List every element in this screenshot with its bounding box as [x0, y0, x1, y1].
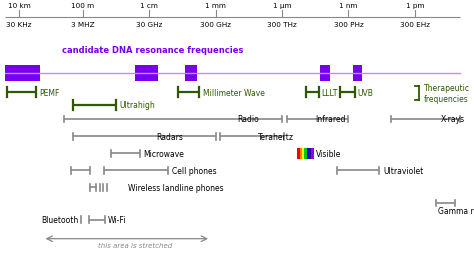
- Bar: [300, 148, 302, 160]
- Text: Radars: Radars: [156, 132, 183, 141]
- Text: Gamma rays: Gamma rays: [438, 206, 474, 215]
- Text: 300 GHz: 300 GHz: [200, 22, 231, 28]
- Text: 30 GHz: 30 GHz: [136, 22, 163, 28]
- Bar: [309, 148, 311, 160]
- Text: UVB: UVB: [358, 88, 374, 97]
- Text: Wireless landline phones: Wireless landline phones: [128, 183, 224, 192]
- Text: this area is stretched: this area is stretched: [98, 242, 172, 248]
- Bar: [302, 148, 304, 160]
- Text: 1 pm: 1 pm: [405, 3, 424, 9]
- Bar: [307, 148, 309, 160]
- Text: 300 THz: 300 THz: [267, 22, 297, 28]
- Text: Terahertz: Terahertz: [258, 132, 294, 141]
- Text: 1 mm: 1 mm: [205, 3, 226, 9]
- Text: Wi-Fi: Wi-Fi: [108, 215, 127, 224]
- Bar: [185, 65, 197, 82]
- Text: Bluetooth: Bluetooth: [42, 215, 79, 224]
- Text: 300 EHz: 300 EHz: [400, 22, 430, 28]
- Text: Therapeutic
frequencies: Therapeutic frequencies: [424, 84, 470, 103]
- Text: 3 MHZ: 3 MHZ: [71, 22, 95, 28]
- Bar: [311, 148, 314, 160]
- Text: 1 μm: 1 μm: [273, 3, 292, 9]
- Text: Ultrahigh: Ultrahigh: [119, 101, 155, 110]
- Text: Millimeter Wave: Millimeter Wave: [203, 88, 265, 97]
- Text: Radio: Radio: [237, 115, 259, 124]
- Text: 300 PHz: 300 PHz: [334, 22, 363, 28]
- Text: Infrared: Infrared: [315, 115, 346, 124]
- Bar: [353, 65, 362, 82]
- Text: candidate DNA resonance frequencies: candidate DNA resonance frequencies: [62, 46, 243, 55]
- Text: PEMF: PEMF: [39, 88, 59, 97]
- Bar: [320, 65, 330, 82]
- Bar: [5, 65, 40, 82]
- Text: Visible: Visible: [316, 149, 341, 158]
- Text: Microwave: Microwave: [143, 149, 184, 158]
- Bar: [135, 65, 158, 82]
- Text: 100 m: 100 m: [72, 3, 94, 9]
- Text: Cell phones: Cell phones: [172, 166, 216, 175]
- Text: X-rays: X-rays: [441, 115, 465, 124]
- Text: LLLT: LLLT: [321, 88, 338, 97]
- Text: 1 nm: 1 nm: [339, 3, 357, 9]
- Bar: [304, 148, 307, 160]
- Text: Ultraviolet: Ultraviolet: [383, 166, 423, 175]
- Text: 10 km: 10 km: [8, 3, 30, 9]
- Bar: [297, 148, 300, 160]
- Text: 1 cm: 1 cm: [140, 3, 158, 9]
- Text: 30 KHz: 30 KHz: [6, 22, 32, 28]
